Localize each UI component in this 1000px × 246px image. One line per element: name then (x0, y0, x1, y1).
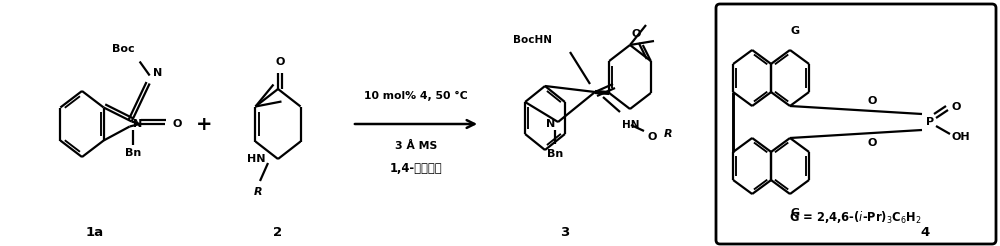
Text: 1,4-二氧六环: 1,4-二氧六环 (390, 162, 442, 174)
Text: R: R (664, 129, 673, 139)
Text: G: G (790, 208, 800, 218)
Text: 3 Å MS: 3 Å MS (395, 141, 437, 151)
Text: Bn: Bn (547, 149, 563, 159)
Text: +: + (196, 114, 212, 134)
Text: N: N (133, 120, 142, 129)
FancyBboxPatch shape (716, 4, 996, 244)
Text: O: O (631, 29, 641, 39)
Text: 4: 4 (920, 226, 930, 239)
Text: Boc: Boc (112, 44, 135, 53)
Text: Bn: Bn (125, 149, 141, 158)
Text: G: G (790, 26, 800, 36)
Text: 2: 2 (273, 226, 283, 239)
Text: 10 mol% 4, 50 °C: 10 mol% 4, 50 °C (364, 91, 468, 101)
Text: P: P (926, 117, 934, 127)
Text: O: O (173, 119, 182, 129)
Text: HN: HN (248, 154, 266, 164)
Text: HN: HN (622, 120, 640, 130)
Text: 1a: 1a (86, 226, 104, 239)
Text: O: O (647, 132, 656, 142)
Text: N: N (546, 119, 555, 129)
Text: 3: 3 (560, 226, 570, 239)
Text: O: O (868, 96, 877, 106)
Text: N: N (153, 68, 162, 78)
Text: O: O (275, 57, 285, 67)
Text: BocHN: BocHN (513, 35, 552, 45)
Text: R: R (254, 187, 262, 197)
Text: G = 2,4,6-($i$-Pr)$_3$C$_6$H$_2$: G = 2,4,6-($i$-Pr)$_3$C$_6$H$_2$ (789, 210, 921, 226)
Text: OH: OH (952, 132, 971, 142)
Text: O: O (868, 138, 877, 148)
Text: O: O (952, 102, 961, 112)
